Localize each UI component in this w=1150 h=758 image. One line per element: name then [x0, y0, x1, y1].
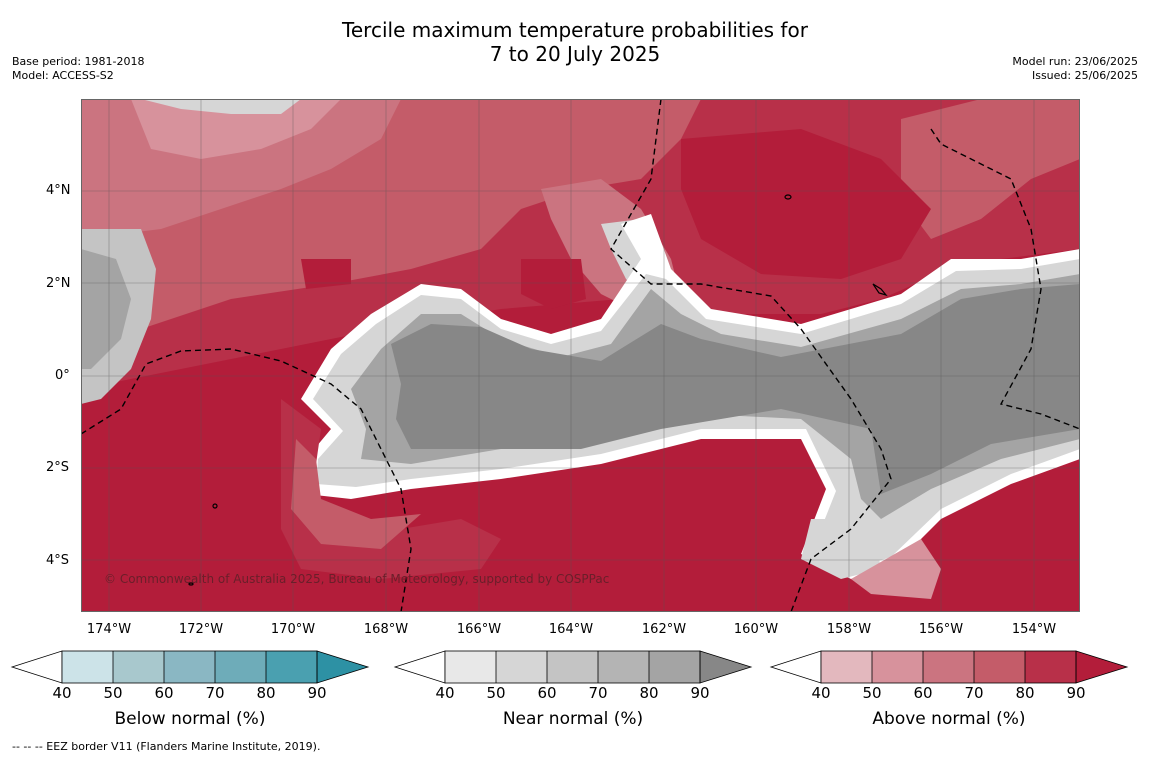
lat-label-4s: 4°S [46, 553, 70, 568]
near-normal-swatch-60 [547, 651, 598, 683]
lat-label-0: 0° [55, 368, 70, 383]
above-normal-swatch-lt40 [769, 650, 822, 684]
near-normal-swatch-40 [445, 651, 496, 683]
near-normal-central-90 [391, 284, 1080, 494]
below-normal-swatch-40 [62, 651, 113, 683]
near-normal-swatch-gt90 [699, 650, 753, 684]
base-period: Base period: 1981-2018 [12, 55, 145, 68]
near-normal-swatch-lt40 [393, 650, 446, 684]
eez-footnote: -- -- -- EEZ border V11 (Flanders Marine… [12, 740, 321, 753]
copyright-notice: © Commonwealth of Australia 2025, Bureau… [104, 572, 610, 586]
above-normal-90-blob-1 [521, 259, 586, 309]
near-tick-40: 40 [435, 684, 455, 702]
below-tick-50: 50 [103, 684, 123, 702]
near-tick-60: 60 [537, 684, 557, 702]
eez-border-central [610, 99, 892, 612]
below-tick-70: 70 [205, 684, 225, 702]
above-normal-swatch-70 [974, 651, 1025, 683]
above-tick-90: 90 [1066, 684, 1086, 702]
near-normal-swatch-70 [598, 651, 649, 683]
above-tick-60: 60 [913, 684, 933, 702]
lon-label-160w: 160°W [733, 622, 779, 637]
above-normal-90-north-core [681, 129, 931, 279]
lon-label-166w: 166°W [456, 622, 502, 637]
island-3 [212, 503, 218, 509]
near-normal-swatch-50 [496, 651, 547, 683]
page-title: Tercile maximum temperature probabilitie… [0, 18, 1150, 66]
island-2 [872, 283, 888, 297]
graticule [81, 99, 1080, 612]
below-tick-40: 40 [52, 684, 72, 702]
below-tick-90: 90 [307, 684, 327, 702]
eez-borders [81, 99, 1080, 612]
below-tick-80: 80 [256, 684, 276, 702]
above-tick-70: 70 [964, 684, 984, 702]
near-normal-50-patch-north [141, 99, 301, 114]
lon-label-174w: 174°W [86, 622, 132, 637]
near-tick-50: 50 [486, 684, 506, 702]
colorbar-below-normal [10, 650, 370, 684]
above-normal-swatch-80 [1025, 651, 1076, 683]
lon-label-158w: 158°W [826, 622, 872, 637]
near-tick-80: 80 [639, 684, 659, 702]
colorbars [10, 650, 1129, 684]
probability-map [81, 99, 1080, 612]
above-normal-title: Above normal (%) [872, 709, 1026, 729]
lon-label-162w: 162°W [641, 622, 687, 637]
lon-label-154w: 154°W [1011, 622, 1057, 637]
meta-left: Base period: 1981-2018 Model: ACCESS-S2 [12, 55, 144, 83]
near-normal-south-tail [801, 519, 881, 579]
lon-label-168w: 168°W [363, 622, 409, 637]
colorbar-near-normal [393, 650, 753, 684]
above-normal-swatch-40 [821, 651, 872, 683]
above-normal-50-north [131, 99, 341, 159]
below-normal-swatch-gt90 [316, 650, 370, 684]
near-normal-title: Near normal (%) [502, 709, 644, 729]
title-line-1: Tercile maximum temperature probabilitie… [342, 18, 808, 42]
meta-right: Model run: 23/06/2025 Issued: 25/06/2025 [1012, 55, 1138, 83]
above-normal-swatch-50 [872, 651, 923, 683]
map-frame [81, 99, 1080, 612]
above-tick-50: 50 [862, 684, 882, 702]
lat-label-4n: 4°N [46, 183, 71, 198]
near-normal-swatch-80 [649, 651, 700, 683]
island-4 [188, 582, 194, 586]
above-tick-80: 80 [1015, 684, 1035, 702]
lon-label-156w: 156°W [918, 622, 964, 637]
above-normal-swatch-60 [923, 651, 974, 683]
island-1 [784, 194, 792, 200]
lat-label-2n: 2°N [46, 276, 71, 291]
model-run: Model run: 23/06/2025 [1012, 55, 1138, 68]
lon-label-164w: 164°W [548, 622, 594, 637]
below-normal-swatch-lt40 [10, 650, 63, 684]
above-normal-swatch-gt90 [1075, 650, 1129, 684]
below-normal-swatch-80 [266, 651, 317, 683]
eez-border-east [930, 128, 1080, 430]
lat-label-2s: 2°S [46, 460, 70, 475]
above-tick-40: 40 [811, 684, 831, 702]
model-name: Model: ACCESS-S2 [12, 69, 114, 82]
islands [188, 194, 888, 586]
near-tick-90: 90 [690, 684, 710, 702]
below-normal-swatch-50 [113, 651, 164, 683]
lon-label-172w: 172°W [178, 622, 224, 637]
lon-label-170w: 170°W [270, 622, 316, 637]
below-normal-swatch-70 [215, 651, 266, 683]
issued-date: Issued: 25/06/2025 [1031, 69, 1138, 82]
near-tick-70: 70 [588, 684, 608, 702]
above-normal-70-southwest [291, 439, 421, 549]
below-normal-swatch-60 [164, 651, 215, 683]
eez-border-west [81, 348, 412, 612]
title-line-2: 7 to 20 July 2025 [489, 42, 661, 66]
below-tick-60: 60 [154, 684, 174, 702]
near-normal-west-core [81, 249, 131, 369]
colorbar-above-normal [769, 650, 1129, 684]
above-normal-90-blob-2 [301, 259, 351, 289]
below-normal-title: Below normal (%) [114, 709, 266, 729]
above-normal-60-southeast [851, 539, 941, 599]
